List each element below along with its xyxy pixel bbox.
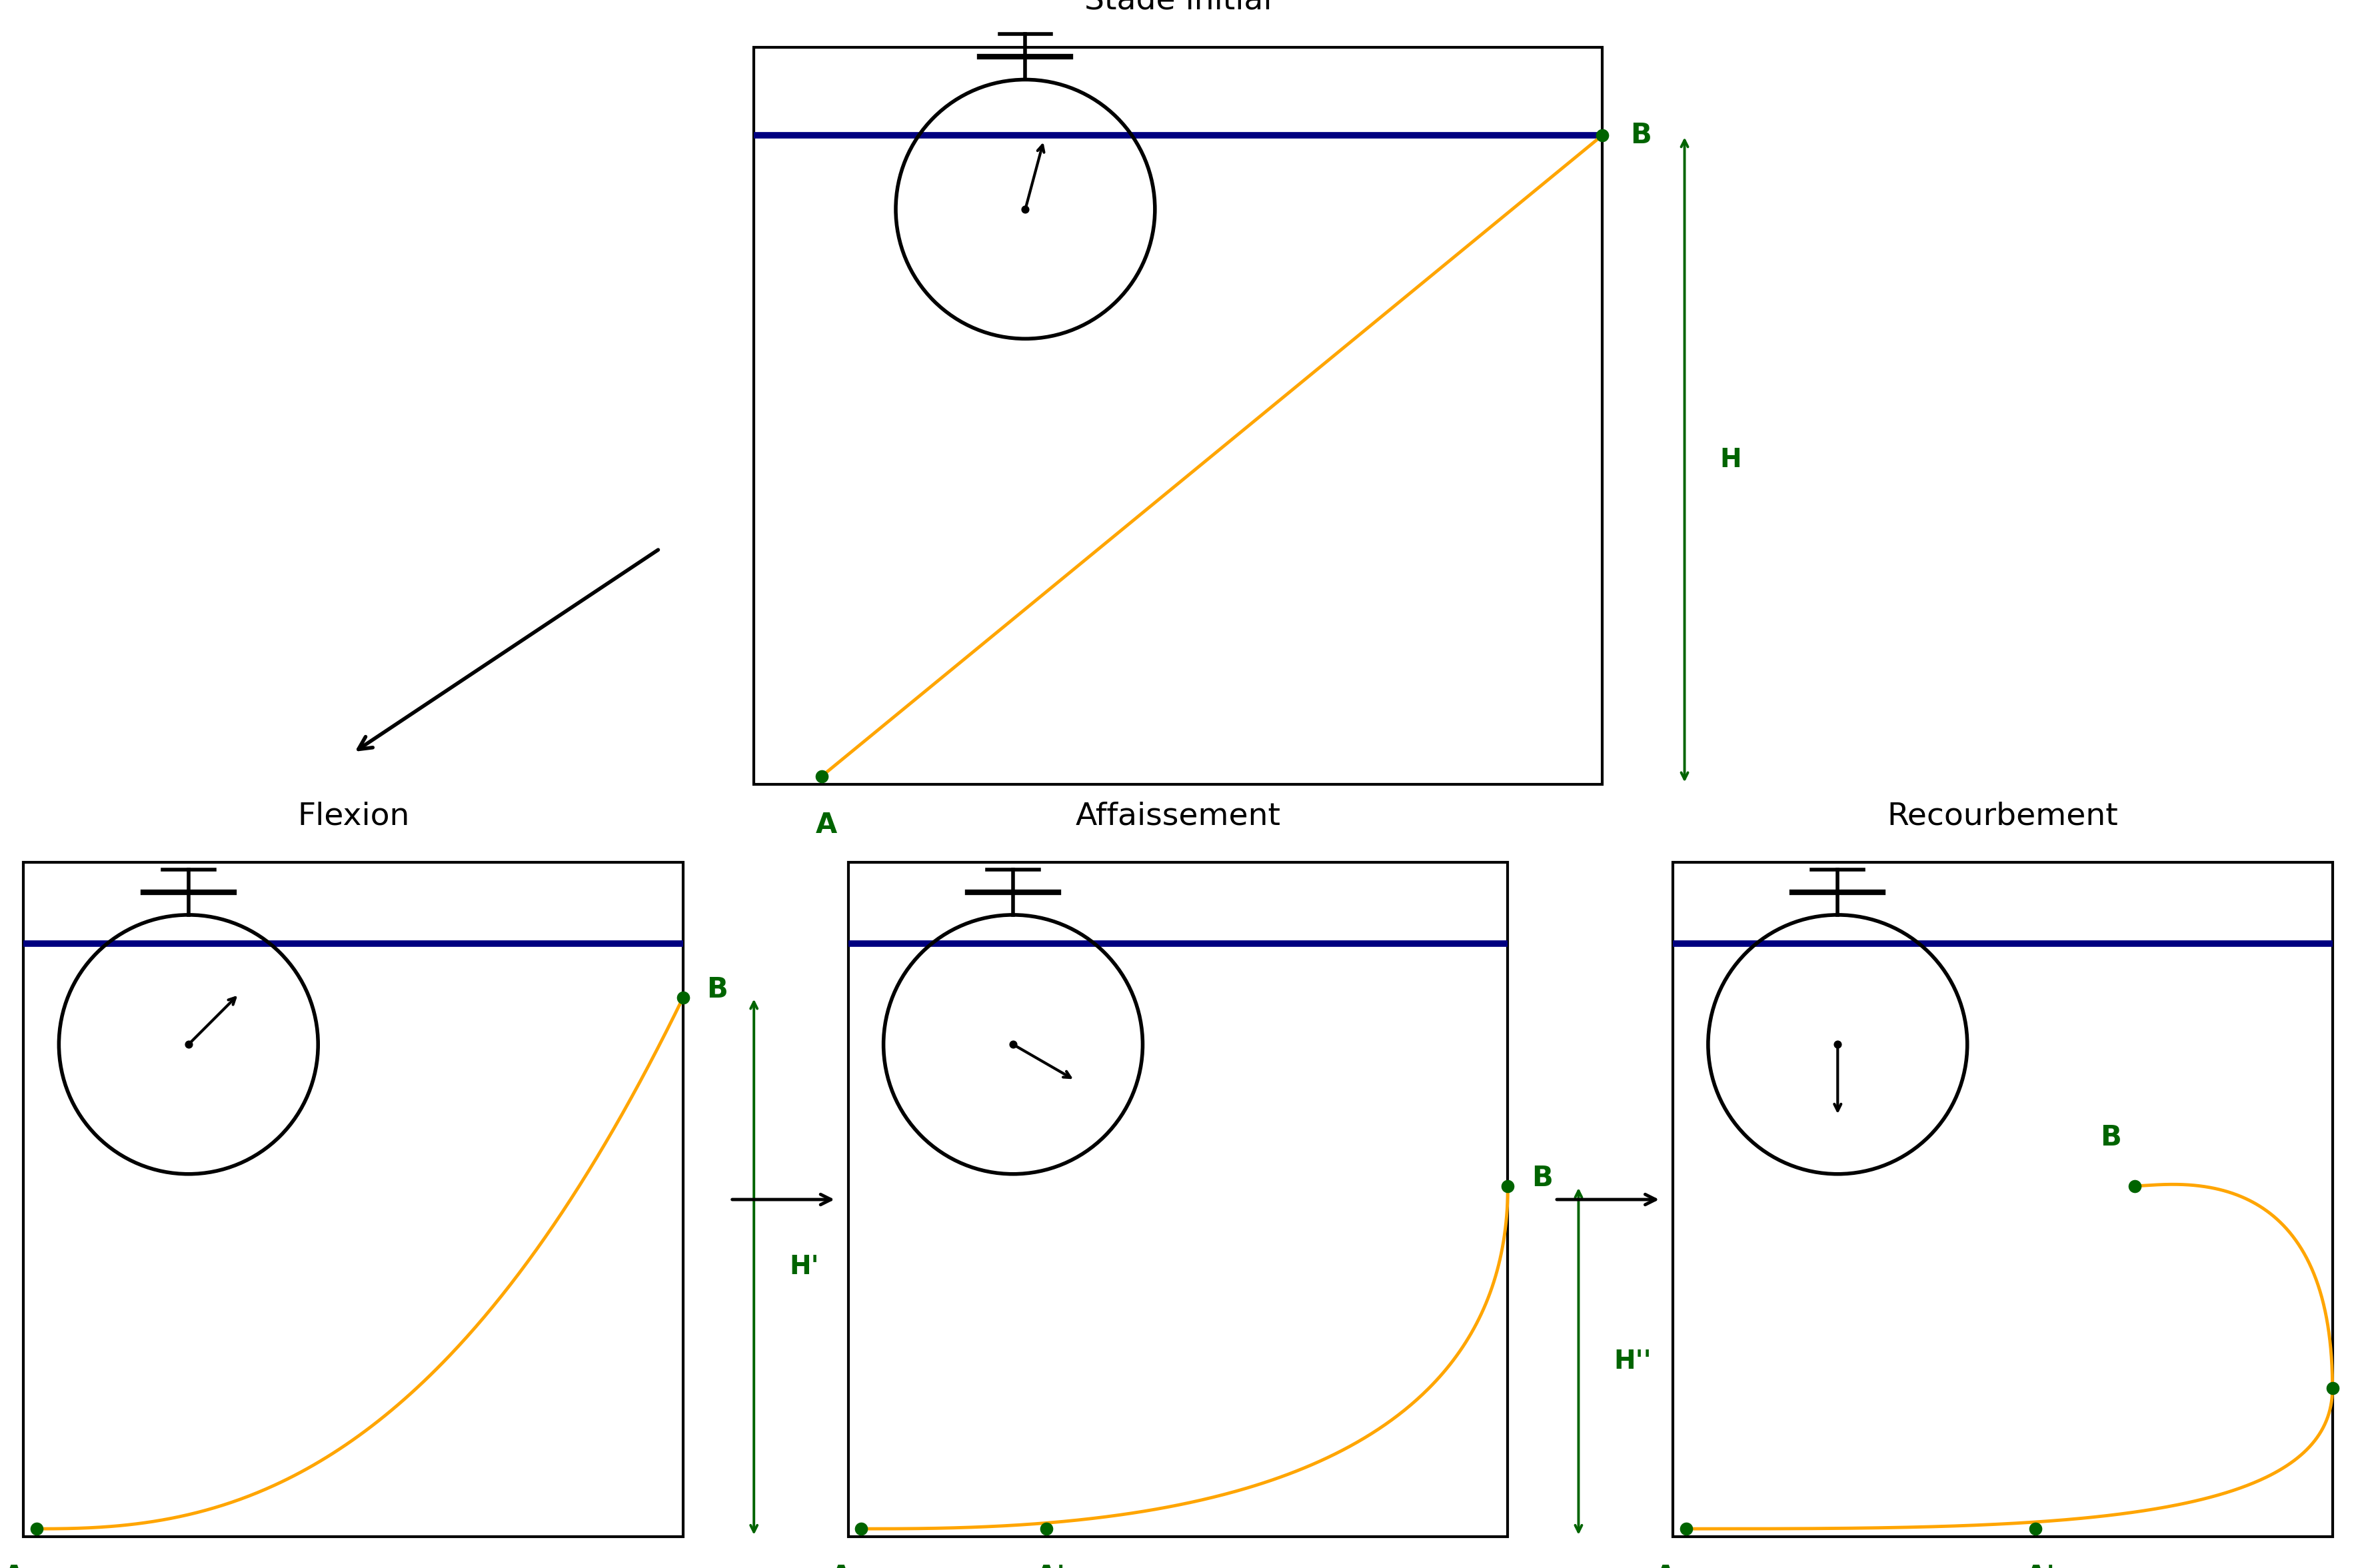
Point <box>2314 1375 2351 1400</box>
Point <box>1583 122 1621 147</box>
Bar <box>754 47 1602 784</box>
Text: Flexion: Flexion <box>297 801 410 831</box>
Text: B: B <box>707 975 728 1004</box>
Point <box>1819 1032 1857 1057</box>
Bar <box>24 862 683 1537</box>
Text: Recourbement: Recourbement <box>1887 801 2118 831</box>
Bar <box>848 862 1508 1537</box>
Point <box>170 1032 207 1057</box>
Point <box>664 985 702 1010</box>
Text: B: B <box>1630 121 1652 149</box>
Point <box>1006 196 1044 221</box>
Text: Affaissement: Affaissement <box>1074 801 1282 831</box>
Point <box>2116 1173 2153 1198</box>
Point <box>1027 1516 1065 1541</box>
Point <box>2017 1516 2054 1541</box>
Text: H': H' <box>789 1254 820 1279</box>
Text: H'': H'' <box>1614 1348 1652 1374</box>
Text: A: A <box>829 1563 853 1568</box>
Point <box>803 764 841 789</box>
Text: B: B <box>2102 1124 2120 1151</box>
Text: A: A <box>1654 1563 1677 1568</box>
Point <box>843 1516 881 1541</box>
Text: A: A <box>815 811 836 839</box>
Point <box>1668 1516 1706 1541</box>
Text: Stade initial: Stade initial <box>1084 0 1272 16</box>
Text: A': A' <box>1037 1563 1065 1568</box>
Point <box>994 1032 1032 1057</box>
Bar <box>1673 862 2332 1537</box>
Text: B: B <box>1531 1163 1553 1192</box>
Text: A': A' <box>2026 1563 2054 1568</box>
Text: A: A <box>2 1563 26 1568</box>
Point <box>19 1516 57 1541</box>
Text: H: H <box>1720 447 1741 472</box>
Point <box>1489 1173 1527 1198</box>
